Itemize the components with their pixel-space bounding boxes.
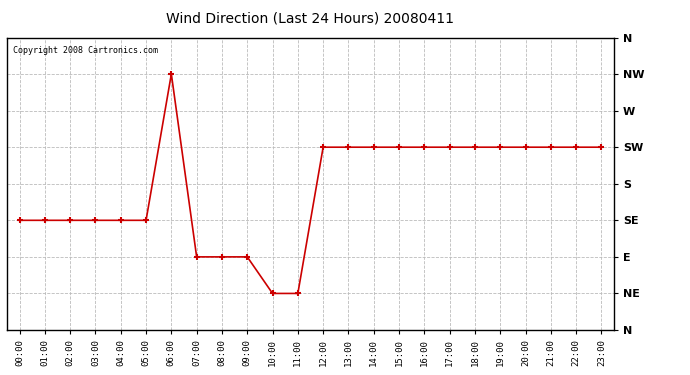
Text: Wind Direction (Last 24 Hours) 20080411: Wind Direction (Last 24 Hours) 20080411 — [166, 11, 455, 25]
Text: Copyright 2008 Cartronics.com: Copyright 2008 Cartronics.com — [13, 46, 158, 55]
